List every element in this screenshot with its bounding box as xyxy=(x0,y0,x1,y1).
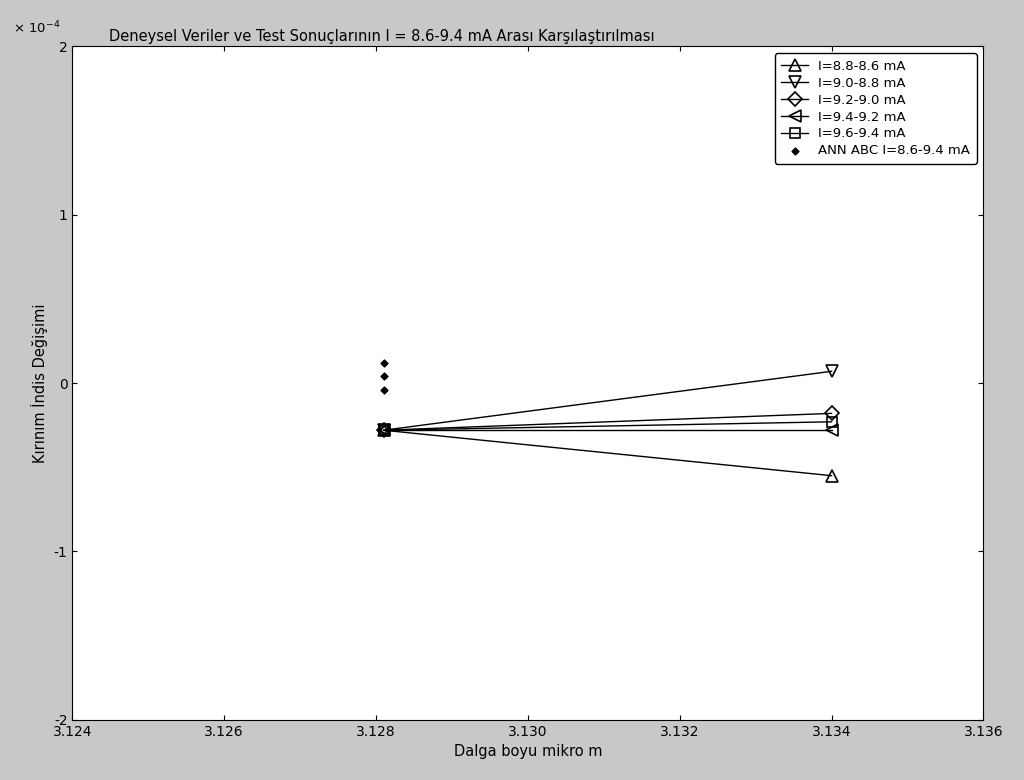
I=9.2-9.0 mA xyxy=(378,426,390,435)
ANN ABC I=8.6-9.4 mA xyxy=(376,384,392,396)
I=9.0-8.8 mA xyxy=(825,367,838,376)
Legend: I=8.8-8.6 mA, I=9.0-8.8 mA, I=9.2-9.0 mA, I=9.4-9.2 mA, I=9.6-9.4 mA, ANN ABC I=: I=8.8-8.6 mA, I=9.0-8.8 mA, I=9.2-9.0 mA… xyxy=(775,53,977,164)
I=8.8-8.6 mA xyxy=(825,471,838,480)
X-axis label: Dalga boyu mikro m: Dalga boyu mikro m xyxy=(454,744,602,759)
I=9.4-9.2 mA xyxy=(378,426,390,435)
I=9.4-9.2 mA xyxy=(825,426,838,435)
I=8.8-8.6 mA xyxy=(378,426,390,435)
Line: I=9.6-9.4 mA: I=9.6-9.4 mA xyxy=(379,417,837,435)
Y-axis label: Kırınım İndis Değişimi: Kırınım İndis Değişimi xyxy=(32,303,48,463)
Line: I=8.8-8.6 mA: I=8.8-8.6 mA xyxy=(378,424,837,481)
ANN ABC I=8.6-9.4 mA xyxy=(376,356,392,369)
I=9.6-9.4 mA xyxy=(825,417,838,427)
Text: Deneysel Veriler ve Test Sonuçlarının I = 8.6-9.4 mA Arası Karşılaştırılması: Deneysel Veriler ve Test Sonuçlarının I … xyxy=(109,29,654,44)
I=9.6-9.4 mA xyxy=(378,426,390,435)
Line: I=9.0-8.8 mA: I=9.0-8.8 mA xyxy=(378,366,837,436)
Line: I=9.4-9.2 mA: I=9.4-9.2 mA xyxy=(378,424,837,436)
Line: I=9.2-9.0 mA: I=9.2-9.0 mA xyxy=(379,409,837,435)
I=9.0-8.8 mA xyxy=(378,426,390,435)
ANN ABC I=8.6-9.4 mA xyxy=(376,370,392,383)
I=9.2-9.0 mA xyxy=(825,409,838,418)
Text: $\times$ 10$^{-4}$: $\times$ 10$^{-4}$ xyxy=(13,20,60,37)
